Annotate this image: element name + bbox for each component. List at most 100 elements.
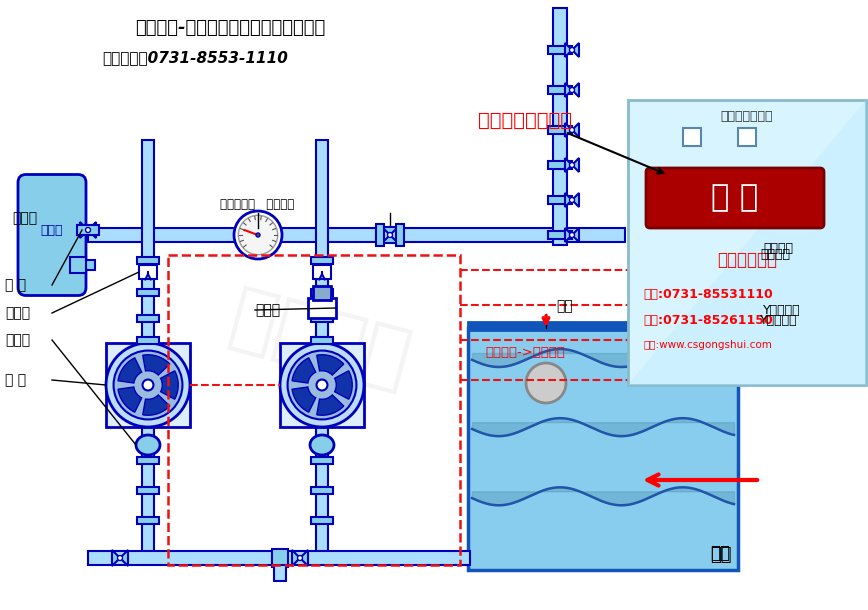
Polygon shape (565, 158, 572, 172)
Bar (142, 140, 154, 560)
Text: 水箱: 水箱 (710, 544, 730, 562)
Bar (308, 298, 336, 318)
Text: 启 动: 启 动 (712, 184, 759, 212)
Polygon shape (565, 83, 572, 97)
Wedge shape (317, 355, 344, 375)
Polygon shape (572, 123, 579, 137)
Text: 压力罐: 压力罐 (12, 211, 37, 225)
FancyBboxPatch shape (18, 174, 86, 295)
Bar (137, 517, 159, 523)
Bar (311, 487, 333, 493)
Bar (660, 237, 680, 267)
Text: 传真:0731-85261150: 传真:0731-85261150 (643, 314, 773, 326)
Bar (468, 322, 738, 330)
Bar (168, 255, 460, 565)
Bar (738, 128, 756, 146)
Bar (272, 549, 288, 567)
Bar (311, 315, 333, 321)
Polygon shape (572, 193, 579, 207)
Circle shape (317, 379, 327, 390)
Bar (553, 8, 567, 245)
Bar (311, 256, 333, 264)
Bar (311, 337, 333, 343)
Text: Y型过滤器: Y型过滤器 (760, 314, 798, 326)
Wedge shape (118, 387, 141, 412)
Text: 远传压力表   出水蝶阀: 远传压力表 出水蝶阀 (220, 198, 294, 212)
Bar (137, 337, 159, 343)
Bar (313, 265, 331, 279)
Circle shape (569, 48, 575, 52)
Circle shape (569, 127, 575, 132)
Circle shape (86, 228, 90, 232)
Text: 接自来水: 接自来水 (760, 248, 790, 262)
Bar (88, 551, 470, 565)
Ellipse shape (136, 435, 160, 455)
Bar (280, 343, 364, 427)
Bar (718, 241, 760, 263)
Circle shape (569, 162, 575, 168)
Text: 接自来水: 接自来水 (763, 242, 793, 254)
Circle shape (117, 556, 122, 561)
Wedge shape (292, 358, 316, 383)
Polygon shape (572, 228, 579, 242)
Polygon shape (565, 123, 572, 137)
Polygon shape (572, 158, 579, 172)
Bar (548, 196, 572, 204)
Text: 水箱: 水箱 (710, 546, 732, 564)
Bar (106, 343, 190, 427)
Circle shape (106, 343, 190, 427)
Bar (628, 100, 866, 385)
Text: 止回阀: 止回阀 (5, 306, 30, 320)
Circle shape (569, 198, 575, 203)
Polygon shape (88, 222, 96, 238)
Circle shape (526, 363, 566, 403)
Text: 点击启动演示开始: 点击启动演示开始 (478, 110, 572, 129)
Bar (396, 224, 404, 246)
Bar (311, 517, 333, 523)
Bar (77, 225, 99, 235)
Circle shape (114, 351, 182, 420)
Wedge shape (317, 395, 344, 415)
Text: 中赢供水-专注变频节能技术的给水品牌: 中赢供水-专注变频节能技术的给水品牌 (135, 19, 326, 37)
Wedge shape (161, 371, 178, 399)
Bar (468, 328, 738, 570)
Wedge shape (142, 395, 170, 415)
Circle shape (234, 211, 282, 259)
Circle shape (569, 232, 575, 237)
Text: 压力罐: 压力罐 (41, 223, 63, 237)
Circle shape (280, 343, 364, 427)
Bar (139, 265, 157, 279)
FancyBboxPatch shape (646, 168, 824, 228)
Bar (548, 46, 572, 54)
Circle shape (142, 379, 154, 390)
Ellipse shape (310, 435, 334, 455)
Bar (690, 237, 710, 267)
Circle shape (569, 87, 575, 93)
Bar (683, 128, 701, 146)
Polygon shape (565, 228, 572, 242)
Bar (748, 244, 766, 282)
Polygon shape (112, 550, 120, 566)
Polygon shape (382, 227, 398, 235)
Wedge shape (292, 387, 316, 412)
Text: 软接头: 软接头 (5, 333, 30, 347)
Bar (137, 256, 159, 264)
Bar (88, 228, 625, 242)
Bar (376, 224, 384, 246)
Circle shape (298, 556, 303, 561)
Bar (78, 260, 95, 270)
Bar (709, 240, 731, 338)
Circle shape (239, 215, 278, 255)
Bar (137, 456, 159, 464)
Bar (316, 140, 328, 560)
Text: 咨询电话：0731-8553-1110: 咨询电话：0731-8553-1110 (102, 51, 288, 65)
Text: 变频供水控制柜: 变频供水控制柜 (720, 110, 773, 123)
Text: 蝶 阀: 蝶 阀 (5, 278, 26, 292)
Polygon shape (292, 550, 300, 566)
Bar (274, 565, 286, 581)
Text: Y型过滤器: Y型过滤器 (763, 304, 800, 317)
Polygon shape (565, 193, 572, 207)
Text: 珠赢供水: 珠赢供水 (222, 281, 418, 400)
Text: 网址:www.csgongshui.com: 网址:www.csgongshui.com (643, 340, 772, 350)
Bar (137, 487, 159, 493)
